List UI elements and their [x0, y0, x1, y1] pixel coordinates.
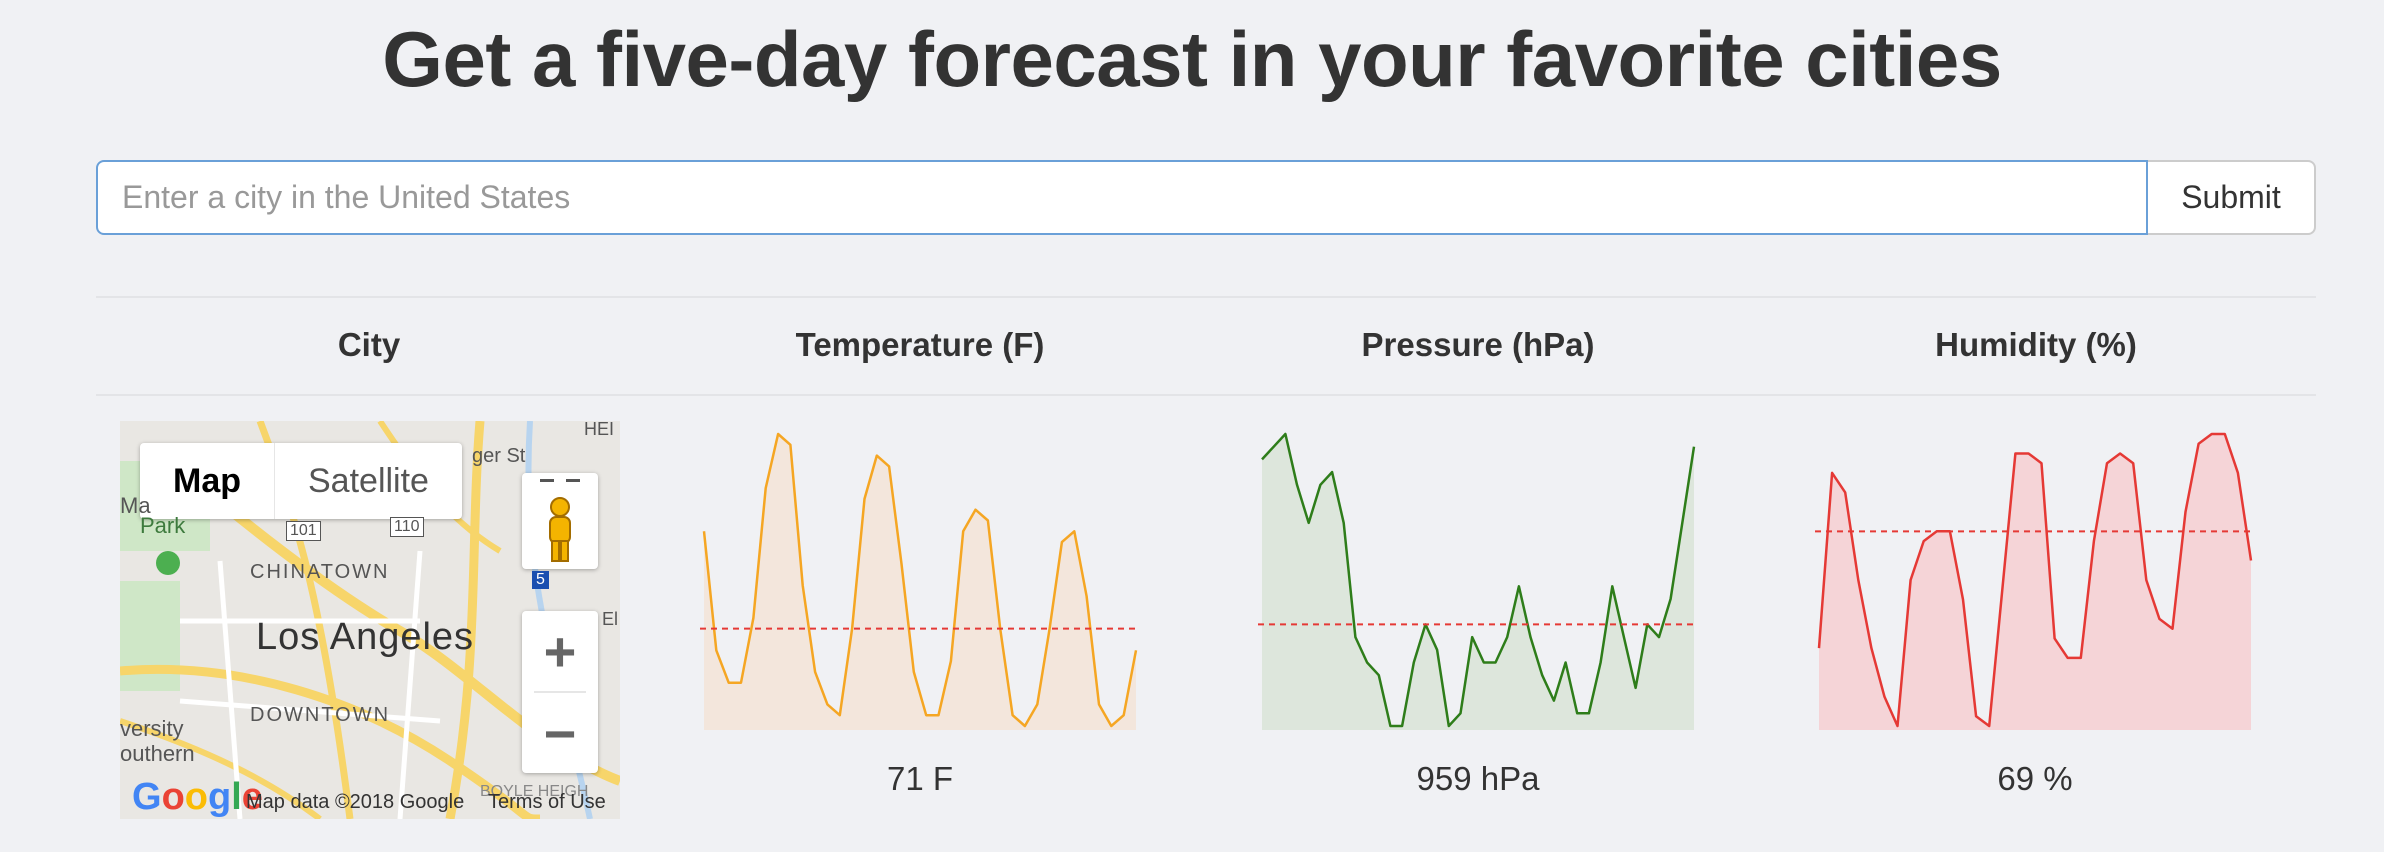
zoom-in-icon[interactable]: +	[543, 619, 577, 683]
humidity-area	[1819, 434, 2251, 730]
page-title: Get a five-day forecast in your favorite…	[382, 15, 2002, 103]
map-label-outhern: outhern	[120, 741, 195, 766]
highway-shield-110: 110	[390, 517, 424, 537]
map-type-map-button[interactable]: Map	[140, 443, 275, 519]
humidity-value: 69 %	[1997, 760, 2073, 797]
map-city-label: Los Angeles	[256, 616, 475, 658]
city-search-input[interactable]	[96, 160, 2148, 235]
humidity-chart	[1815, 432, 2255, 730]
column-header-city: City	[337, 326, 401, 363]
map-terms-link[interactable]: Terms of Use	[488, 791, 606, 813]
map-label-el: El	[602, 609, 619, 629]
map-label-chinatown: CHINATOWN	[250, 561, 390, 583]
street-view-pegman[interactable]	[522, 473, 598, 569]
map-label-ger: ger St	[472, 445, 526, 467]
submit-button[interactable]: Submit	[2148, 160, 2316, 235]
map-type-control: Map Satellite	[140, 443, 462, 519]
table-header-divider	[96, 394, 2316, 396]
city-map[interactable]: Map Satellite + − Park Ma CHINATOWN DOWN…	[120, 421, 620, 819]
temperature-value: 71 F	[886, 760, 954, 797]
table-top-divider	[96, 296, 2316, 298]
zoom-divider	[534, 691, 586, 693]
highway-shield-5: 5	[532, 571, 549, 589]
column-header-pressure: Pressure (hPa)	[1361, 326, 1595, 363]
map-type-satellite-button[interactable]: Satellite	[308, 462, 429, 500]
map-attribution: Map data ©2018 Google	[246, 791, 465, 813]
zoom-out-icon[interactable]: −	[543, 701, 577, 765]
search-form: Submit	[96, 160, 2316, 235]
temperature-line	[702, 432, 1138, 728]
column-header-temperature: Temperature (F)	[795, 326, 1045, 363]
pressure-area	[1262, 434, 1694, 730]
pressure-chart	[1258, 432, 1698, 730]
pressure-value: 959 hPa	[1416, 760, 1540, 797]
highway-shield-101: 101	[286, 521, 321, 541]
humidity-line	[1817, 432, 2253, 728]
map-label-boyle: BOYLE HEIGH	[480, 783, 589, 800]
zoom-control: + −	[522, 611, 598, 773]
google-logo: Google	[132, 776, 263, 818]
column-header-humidity: Humidity (%)	[1935, 326, 2137, 363]
pegman-icon	[540, 479, 580, 562]
map-label-park: Park	[140, 513, 186, 538]
map-label-versity: versity	[120, 716, 184, 741]
map-label-ma: Ma	[120, 493, 151, 518]
temperature-chart	[700, 432, 1140, 730]
map-label-hei: HEI	[584, 421, 615, 439]
map-label-downtown: DOWNTOWN	[250, 704, 391, 726]
pressure-line	[1261, 432, 1696, 728]
